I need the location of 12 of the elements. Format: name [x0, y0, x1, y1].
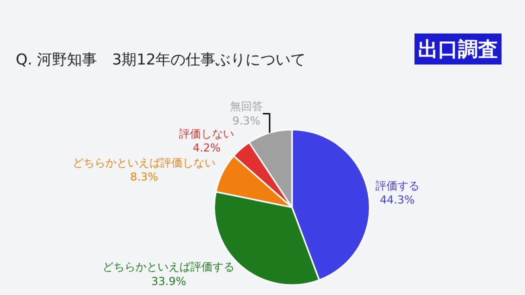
chart-title: Q. 河野知事 3期12年の仕事ぶりについて [16, 50, 306, 68]
data-label: 9.3% [232, 114, 260, 128]
slice-label: どちらかといえば評価する [102, 260, 235, 274]
data-label: 33.9% [151, 274, 186, 288]
text: 出口調査 [418, 37, 498, 61]
data-label: 8.3% [130, 170, 158, 184]
slice-label: 評価しない [179, 127, 234, 140]
slice-label: 無回答 [230, 100, 263, 113]
data-label: 44.3% [380, 194, 415, 207]
data-label: 4.2% [192, 142, 221, 155]
slice-label: 評価する [375, 179, 420, 192]
slice-label: どちらかといえば評価しない [72, 156, 216, 170]
